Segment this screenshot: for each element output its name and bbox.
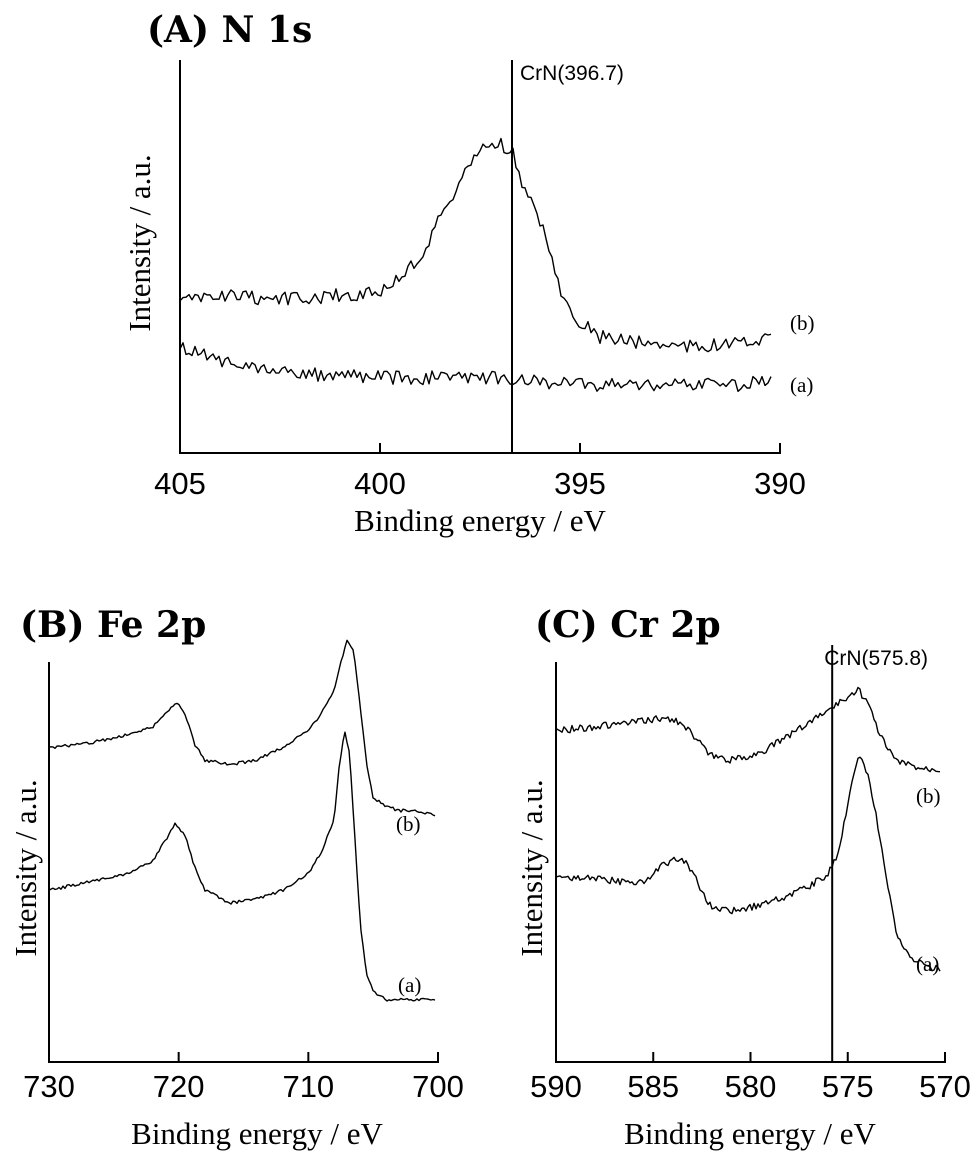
panel-c-xtick-label: 575 — [822, 1069, 874, 1104]
panel-b-series-label-a: (a) — [398, 973, 421, 997]
panel-c-xlabel: Binding energy / eV — [624, 1116, 876, 1151]
panel-b-series-b — [48, 639, 436, 817]
panel-a-series: CrN(396.7) (b) (a) — [179, 60, 815, 453]
panel-b-ticks: 730 720 710 700 — [23, 1052, 464, 1104]
panel-c-series-label-a: (a) — [916, 952, 939, 976]
panel-a-ticks: 405 400 395 390 — [154, 443, 806, 501]
panel-a: (A) N 1s Intensity / a.u. Binding energy… — [122, 9, 815, 538]
panel-a-series-label-a: (a) — [790, 373, 813, 397]
panel-a-series-b — [179, 137, 772, 353]
panel-b-title: (B) Fe 2p — [20, 604, 206, 646]
panel-a-series-label-b: (b) — [790, 311, 815, 335]
panel-b-xtick-label: 700 — [412, 1069, 464, 1104]
panel-b-ylabel-text: Intensity / a.u. — [8, 779, 43, 956]
panel-a-xlabel: Binding energy / eV — [354, 503, 606, 538]
panel-a-xtick-label: 400 — [354, 466, 406, 501]
panel-c: (C) Cr 2p Intensity / a.u. Binding energ… — [514, 604, 971, 1151]
panel-a-title: (A) N 1s — [147, 9, 312, 51]
panel-c-reference-label: CrN(575.8) — [824, 647, 928, 670]
panel-c-title: (C) Cr 2p — [535, 604, 721, 646]
panel-b-ylabel: Intensity / a.u. — [8, 779, 43, 956]
panel-c-series-b — [555, 686, 941, 773]
panel-c-xtick-label: 580 — [725, 1069, 777, 1104]
panel-b-series: (b) (a) — [48, 639, 436, 1002]
panel-b: (B) Fe 2p Intensity / a.u. Binding energ… — [8, 604, 464, 1151]
panel-b-series-label-b: (b) — [396, 812, 421, 836]
panel-a-xtick-label: 405 — [154, 466, 206, 501]
panel-c-xtick-label: 590 — [530, 1069, 582, 1104]
panel-c-ylabel-text: Intensity / a.u. — [514, 779, 549, 956]
panel-b-xlabel: Binding energy / eV — [131, 1116, 383, 1151]
panel-b-xtick-label: 720 — [153, 1069, 205, 1104]
panel-a-ylabel-text: Intensity / a.u. — [122, 154, 157, 331]
panel-c-xtick-label: 585 — [627, 1069, 679, 1104]
panel-b-xtick-label: 730 — [23, 1069, 75, 1104]
panel-c-series: CrN(575.8) (b) (a) — [555, 645, 941, 1062]
panel-b-xtick-label: 710 — [282, 1069, 334, 1104]
panel-c-ticks: 590 585 580 575 570 — [530, 1052, 971, 1104]
panel-c-ylabel: Intensity / a.u. — [514, 779, 549, 956]
panel-a-ylabel: Intensity / a.u. — [122, 154, 157, 331]
panel-c-series-a — [555, 756, 941, 972]
panel-a-xtick-label: 390 — [754, 466, 806, 501]
panel-a-series-a — [179, 342, 772, 392]
panel-c-xtick-label: 570 — [919, 1069, 971, 1104]
panel-b-series-a — [48, 731, 436, 1002]
panel-c-series-label-b: (b) — [916, 784, 941, 808]
panel-a-reference-label: CrN(396.7) — [520, 62, 624, 85]
panel-a-xtick-label: 395 — [554, 466, 606, 501]
